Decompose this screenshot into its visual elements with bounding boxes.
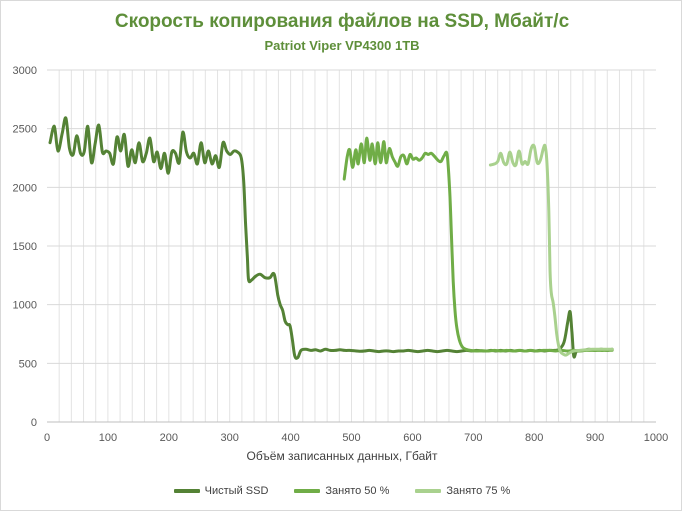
- x-tick-label: 400: [281, 432, 299, 444]
- x-tick-label: 900: [586, 432, 604, 444]
- x-tick-label: 500: [342, 432, 360, 444]
- legend-swatch: [173, 489, 200, 493]
- legend-label: Занято 75 %: [446, 485, 511, 497]
- x-tick-label: 1000: [644, 432, 668, 444]
- y-tick-label: 0: [31, 417, 37, 429]
- legend-item-2: Занято 50 %: [294, 485, 389, 497]
- x-tick-label: 300: [221, 432, 239, 444]
- x-axis-title: Объём записанных данных, Гбайт: [246, 449, 438, 463]
- legend-swatch: [294, 489, 321, 493]
- x-tick-label: 200: [160, 432, 178, 444]
- series-line-3: [488, 143, 614, 357]
- axes: 0 500 1000 1500 2000 2500 3000 0 100 200 300 400 500…: [13, 65, 669, 444]
- grid: [47, 69, 656, 422]
- legend-item-1: Чистый SSD: [173, 485, 269, 497]
- chart-subtitle: Patriot Viper VP4300 1TB: [264, 38, 420, 53]
- y-tick-label: 2000: [13, 182, 37, 194]
- y-tick-label: 500: [19, 358, 37, 370]
- x-tick-label: 600: [403, 432, 421, 444]
- series-line-1: [48, 116, 614, 360]
- legend-item-3: Занято 75 %: [415, 485, 510, 497]
- y-tick-label: 2500: [13, 124, 37, 136]
- x-tick-label: 700: [464, 432, 482, 444]
- x-tick-label: 800: [525, 432, 543, 444]
- y-tick-label: 1500: [13, 241, 37, 253]
- y-tick-label: 1000: [13, 300, 37, 312]
- chart-title: Скорость копирования файлов на SSD, Мбай…: [114, 11, 570, 32]
- legend-label: Занято 50 %: [325, 485, 390, 497]
- y-tick-label: 3000: [13, 65, 37, 77]
- legend: Чистый SSD Занято 50 % Занято 75 %: [1, 485, 682, 497]
- x-tick-label: 100: [99, 432, 117, 444]
- x-tick-label: 0: [44, 432, 50, 444]
- series-line-2: [342, 136, 614, 353]
- series-lines: [48, 116, 614, 360]
- legend-swatch: [415, 489, 442, 493]
- legend-label: Чистый SSD: [204, 485, 269, 497]
